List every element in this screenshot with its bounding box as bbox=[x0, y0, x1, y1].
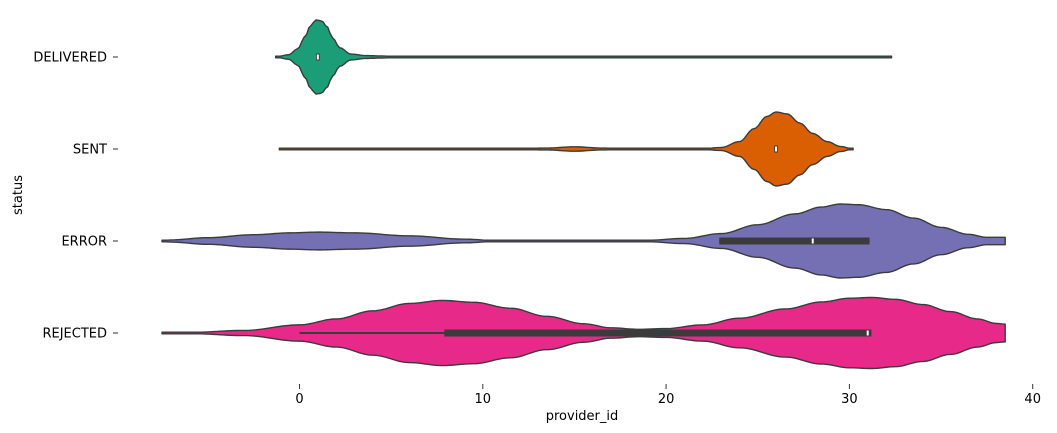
y-axis-label: status bbox=[11, 175, 26, 215]
violins bbox=[161, 19, 1006, 370]
violin-delivered bbox=[274, 19, 893, 95]
iqr-box-rejected bbox=[444, 329, 872, 337]
x-tick-label: 30 bbox=[841, 392, 858, 407]
x-tick-label: 10 bbox=[475, 392, 492, 407]
median-marker-error bbox=[811, 238, 814, 244]
x-axis: 0 10 20 30 40 bbox=[295, 384, 1041, 407]
y-tick-label: REJECTED bbox=[42, 327, 107, 342]
x-tick-label: 40 bbox=[1024, 392, 1041, 407]
y-tick-label: SENT bbox=[73, 143, 107, 158]
median-marker-delivered bbox=[316, 54, 319, 60]
y-tick-label: DELIVERED bbox=[33, 51, 107, 66]
violin-sent bbox=[278, 111, 854, 187]
x-axis-label: provider_id bbox=[546, 409, 619, 424]
violin-error bbox=[161, 203, 1006, 279]
y-tick-label: ERROR bbox=[61, 235, 107, 250]
median-marker-rejected bbox=[866, 330, 869, 336]
y-axis: DELIVERED SENT ERROR REJECTED bbox=[33, 51, 118, 342]
boxplots bbox=[299, 53, 872, 337]
x-tick-label: 0 bbox=[295, 392, 303, 407]
x-tick-label: 20 bbox=[658, 392, 675, 407]
median-marker-sent bbox=[775, 146, 778, 152]
iqr-box-error bbox=[719, 237, 870, 245]
